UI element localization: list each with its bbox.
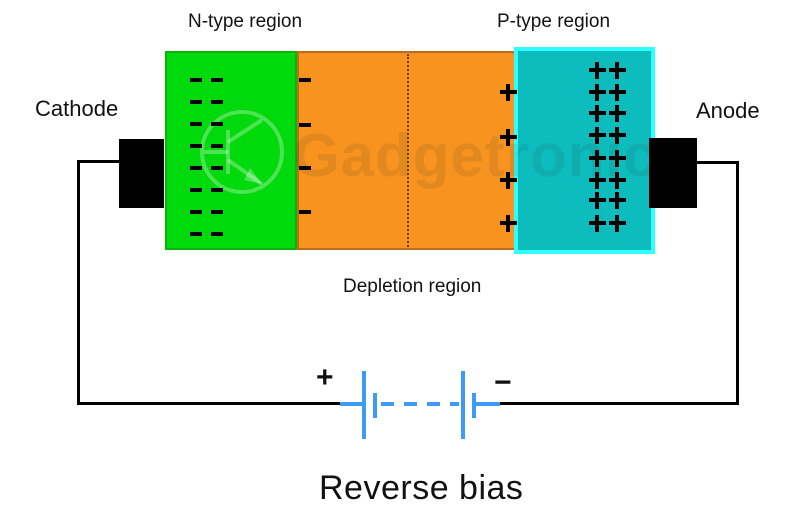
n-carrier-minus — [211, 100, 223, 104]
p-type-region — [514, 47, 655, 254]
p-region-label: P-type region — [497, 11, 611, 32]
p-carrier-plus — [608, 104, 626, 122]
junction-plus — [499, 83, 517, 101]
anode-wire-stub — [697, 161, 739, 164]
junction-minus — [299, 78, 311, 82]
junction-center-dotted-line — [407, 54, 409, 247]
p-carrier-plus — [588, 149, 606, 167]
anode-terminal — [649, 138, 697, 208]
p-carrier-plus — [588, 104, 606, 122]
n-region-label: N-type region — [188, 11, 303, 32]
p-carrier-plus — [588, 126, 606, 144]
n-carrier-minus — [190, 188, 202, 192]
junction-minus — [299, 123, 311, 127]
right-vertical-wire — [736, 161, 739, 405]
depletion-region-label: Depletion region — [343, 276, 482, 297]
p-carrier-plus — [608, 83, 626, 101]
battery-long-plate-right — [461, 371, 465, 439]
watermark-transistor-logo-icon — [200, 110, 284, 194]
n-carrier-minus — [190, 122, 202, 126]
n-type-region — [165, 51, 297, 250]
n-carrier-minus — [211, 144, 223, 148]
left-vertical-wire — [77, 160, 80, 405]
cathode-terminal — [119, 139, 164, 208]
n-carrier-minus — [211, 166, 223, 170]
junction-plus — [499, 171, 517, 189]
n-carrier-minus — [211, 188, 223, 192]
bottom-right-wire — [498, 402, 739, 405]
n-carrier-minus — [211, 78, 223, 82]
n-carrier-minus — [190, 166, 202, 170]
battery-left-lead — [340, 402, 364, 406]
p-carrier-plus — [588, 83, 606, 101]
junction-minus — [299, 166, 311, 170]
junction-minus — [299, 210, 311, 214]
cathode-wire-stub — [77, 160, 119, 163]
n-carrier-minus — [190, 210, 202, 214]
p-carrier-plus — [608, 214, 626, 232]
p-carrier-plus — [608, 61, 626, 79]
battery-positive-label: + — [316, 361, 334, 394]
n-carrier-minus — [190, 78, 202, 82]
battery-short-plate-right — [472, 393, 476, 418]
diagram-title: Reverse bias — [319, 469, 524, 507]
p-carrier-plus — [608, 171, 626, 189]
battery-negative-label: − — [494, 366, 512, 399]
battery-long-plate-left — [362, 371, 366, 439]
bottom-left-wire — [77, 402, 342, 405]
battery-short-plate-left — [373, 393, 377, 418]
battery-right-lead — [476, 402, 500, 406]
battery-dashed-middle — [381, 402, 459, 406]
p-carrier-plus — [588, 61, 606, 79]
n-carrier-minus — [190, 232, 202, 236]
junction-plus — [499, 128, 517, 146]
p-carrier-plus — [608, 149, 626, 167]
n-carrier-minus — [211, 210, 223, 214]
p-carrier-plus — [608, 126, 626, 144]
n-carrier-minus — [211, 122, 223, 126]
anode-label: Anode — [696, 98, 760, 123]
p-carrier-plus — [608, 191, 626, 209]
junction-plus — [499, 214, 517, 232]
n-carrier-minus — [190, 144, 202, 148]
cathode-label: Cathode — [35, 96, 119, 121]
p-carrier-plus — [588, 171, 606, 189]
p-carrier-plus — [588, 214, 606, 232]
p-carrier-plus — [588, 191, 606, 209]
n-carrier-minus — [190, 100, 202, 104]
watermark-text: Gadgetronicx — [293, 122, 692, 189]
n-carrier-minus — [211, 232, 223, 236]
